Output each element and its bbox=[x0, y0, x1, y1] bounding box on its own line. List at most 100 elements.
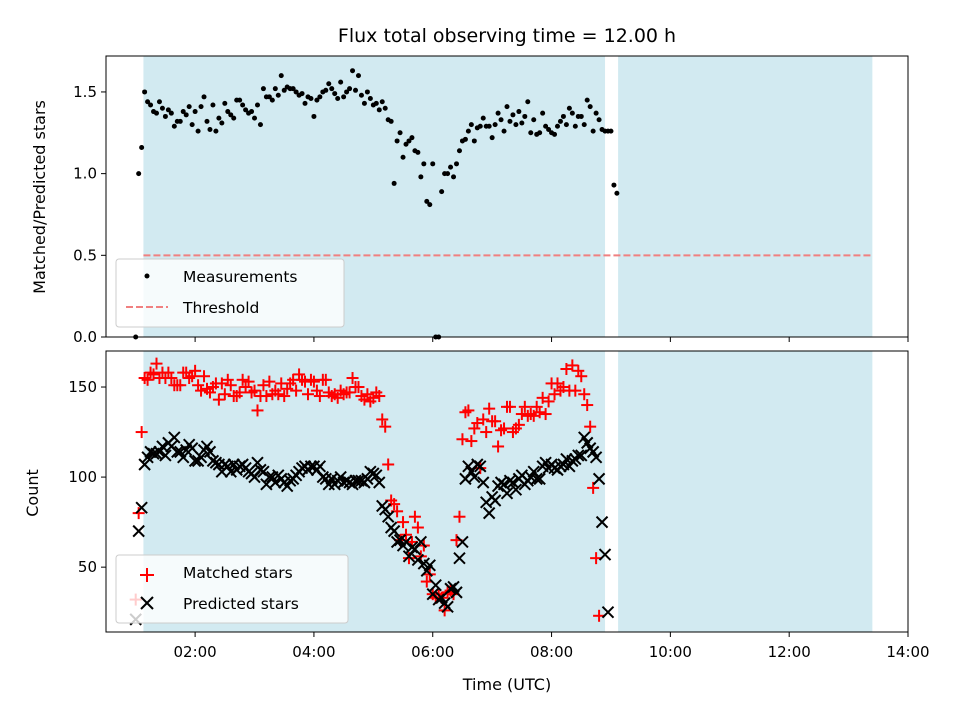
measurement-point bbox=[231, 115, 237, 121]
measurement-point bbox=[468, 122, 474, 128]
matched-star-point bbox=[310, 384, 323, 397]
matched-star-point bbox=[203, 386, 216, 399]
measurement-point bbox=[249, 109, 255, 115]
predicted-star-point bbox=[194, 451, 208, 464]
predicted-star-point bbox=[373, 476, 386, 489]
measurement-point bbox=[189, 122, 195, 128]
predicted-star-point bbox=[592, 472, 606, 486]
matched-star-point bbox=[236, 373, 249, 386]
measurement-point bbox=[361, 100, 367, 106]
measurement-point bbox=[424, 198, 430, 204]
measurement-point bbox=[142, 89, 148, 95]
matched-star-point bbox=[358, 393, 371, 406]
measurement-point bbox=[448, 164, 454, 170]
predicted-star-point bbox=[203, 445, 217, 459]
count-y-tick-label: 150 bbox=[68, 378, 97, 396]
ratio-y-tick-label: 1.5 bbox=[73, 83, 97, 101]
measurement-point bbox=[139, 144, 145, 150]
count-x-tick-label: 06:00 bbox=[411, 643, 454, 661]
measurement-point bbox=[382, 105, 388, 111]
measurement-point bbox=[177, 118, 183, 124]
matched-star-point bbox=[141, 373, 154, 386]
matched-star-point bbox=[144, 366, 157, 379]
matched-star-point bbox=[162, 366, 175, 379]
predicted-star-point bbox=[159, 449, 172, 462]
measurement-point bbox=[501, 128, 507, 134]
matched-star-point bbox=[195, 384, 208, 397]
matched-star-point bbox=[489, 415, 502, 428]
matched-star-point bbox=[198, 370, 211, 383]
matched-star-point bbox=[373, 390, 386, 403]
measurement-point bbox=[590, 128, 596, 134]
predicted-star-point bbox=[453, 551, 466, 565]
predicted-star-point bbox=[251, 456, 264, 469]
measurement-point bbox=[504, 104, 510, 110]
matched-star-point bbox=[477, 413, 490, 426]
measurement-point bbox=[293, 89, 299, 95]
matched-star-point bbox=[465, 435, 478, 448]
predicted-star-point bbox=[138, 458, 151, 471]
predicted-star-point bbox=[456, 535, 469, 549]
measurement-point bbox=[587, 104, 593, 110]
matched-star-point bbox=[304, 373, 317, 386]
measurement-point bbox=[299, 91, 305, 97]
measurement-point bbox=[510, 112, 516, 118]
predicted-star-point bbox=[575, 449, 588, 462]
measurement-point bbox=[290, 86, 296, 92]
matched-star-point bbox=[346, 372, 359, 385]
matched-star-point bbox=[242, 375, 255, 388]
measurement-point bbox=[225, 109, 231, 115]
predicted-star-point bbox=[188, 454, 202, 468]
measurement-point bbox=[471, 138, 477, 144]
measurement-point bbox=[560, 113, 566, 119]
measurement-point bbox=[373, 100, 379, 106]
matched-star-point bbox=[248, 384, 261, 397]
measurement-point bbox=[415, 149, 421, 155]
measurement-point bbox=[572, 123, 578, 129]
matched-star-point bbox=[462, 404, 475, 417]
predicted-star-point bbox=[474, 460, 487, 473]
measurement-point bbox=[477, 123, 483, 129]
measurement-point bbox=[519, 120, 525, 126]
measurement-point bbox=[180, 109, 186, 115]
count-x-tick-label: 10:00 bbox=[649, 643, 692, 661]
predicted-star-point bbox=[468, 470, 481, 484]
matched-star-point bbox=[468, 422, 481, 435]
measurement-point bbox=[486, 123, 492, 129]
shade-interval-2 bbox=[618, 351, 873, 632]
count-y-tick-label: 100 bbox=[68, 468, 97, 486]
measurement-point bbox=[507, 118, 513, 124]
predicted-star-point bbox=[506, 476, 520, 489]
measurement-point bbox=[388, 118, 394, 124]
measurement-point bbox=[355, 73, 361, 79]
measurement-point bbox=[252, 115, 258, 121]
measurement-point bbox=[308, 95, 314, 101]
matched-star-point bbox=[495, 424, 508, 437]
measurement-point bbox=[531, 117, 537, 123]
matched-star-point bbox=[453, 510, 466, 523]
matched-star-point bbox=[224, 379, 237, 392]
matched-star-point bbox=[138, 372, 151, 385]
legend-matched-label: Matched stars bbox=[183, 564, 293, 582]
matched-star-point bbox=[174, 379, 187, 392]
legend-threshold-label: Threshold bbox=[182, 299, 259, 317]
measurement-point bbox=[204, 118, 210, 124]
chart-title: Flux total observing time = 12.00 h bbox=[338, 25, 676, 47]
measurement-point bbox=[454, 161, 460, 167]
matched-star-point bbox=[578, 388, 591, 401]
predicted-star-point bbox=[381, 510, 395, 523]
measurement-point bbox=[403, 141, 409, 147]
predicted-star-point bbox=[601, 605, 615, 619]
predicted-star-point bbox=[132, 524, 145, 538]
matched-star-point bbox=[165, 372, 178, 385]
measurement-point bbox=[257, 122, 263, 128]
measurement-point bbox=[341, 94, 347, 100]
matched-star-point bbox=[251, 404, 264, 417]
measurement-point bbox=[216, 115, 222, 121]
measurement-point bbox=[421, 161, 427, 167]
measurement-point bbox=[525, 99, 531, 105]
measurement-point bbox=[593, 110, 599, 116]
matched-star-point bbox=[263, 375, 276, 388]
matched-star-point bbox=[325, 390, 338, 403]
